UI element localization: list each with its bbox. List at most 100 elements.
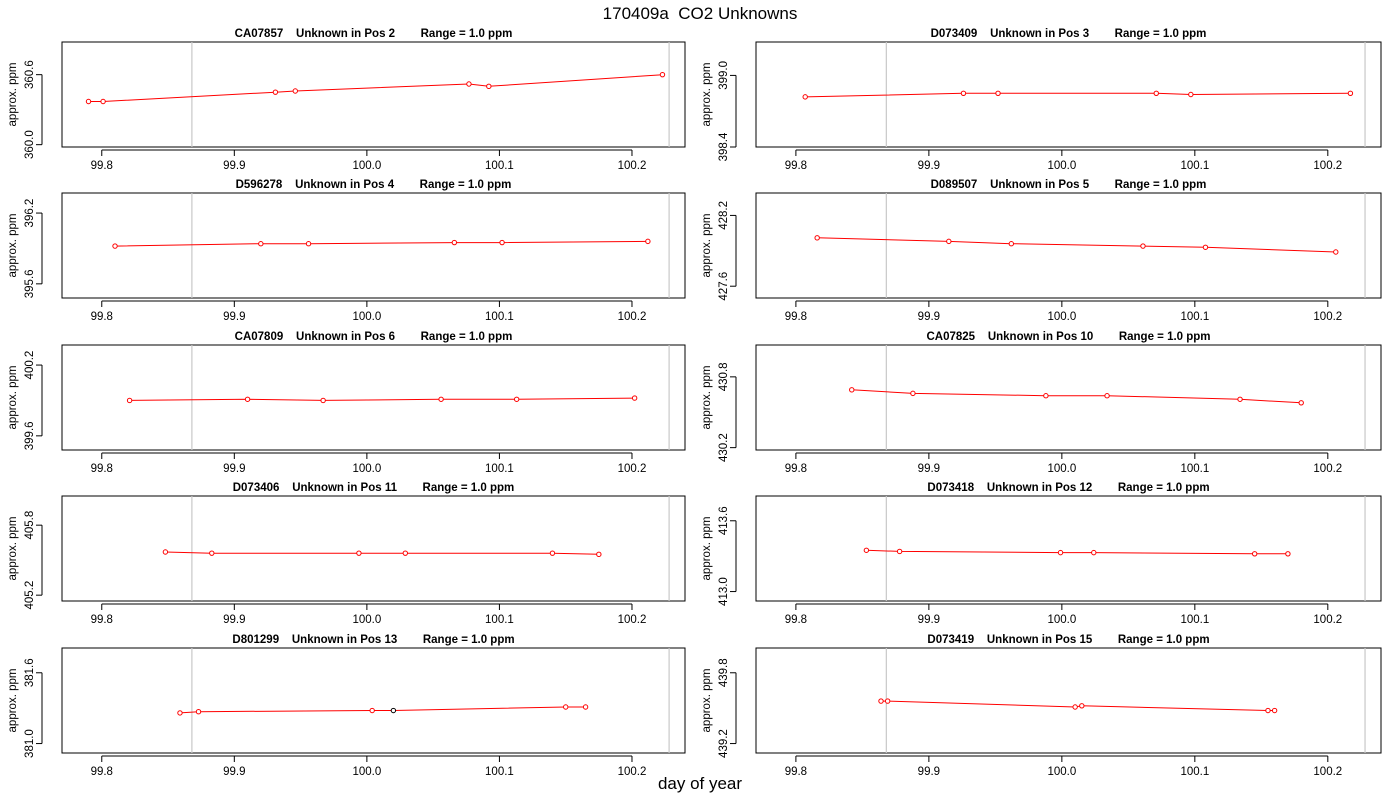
figure-title: 170409a CO2 Unknowns <box>602 4 798 23</box>
y-tick-label: 399.0 <box>718 61 730 90</box>
data-point <box>1285 551 1291 557</box>
data-point <box>549 550 556 556</box>
data-point <box>1298 400 1304 406</box>
x-tick-label: 100.0 <box>352 463 381 475</box>
data-point <box>863 547 870 553</box>
data-point <box>126 397 133 404</box>
x-tick-label: 100.2 <box>1313 160 1342 172</box>
panel-title: D073406 Unknown in Pos 11 Range = 1.0 pp… <box>233 482 515 494</box>
data-point <box>402 550 409 556</box>
panel-title: CA07857 Unknown in Pos 2 Range = 1.0 ppm <box>235 28 513 40</box>
series-line <box>88 74 663 102</box>
series-line <box>851 389 1302 404</box>
data-point <box>209 550 215 556</box>
x-tick-label: 100.1 <box>1180 766 1209 778</box>
data-point <box>356 550 362 556</box>
y-axis-label: approx. ppm <box>7 63 19 127</box>
data-point <box>814 235 820 241</box>
x-tick-label: 99.9 <box>918 614 940 626</box>
y-axis-label: approx. ppm <box>701 63 713 127</box>
x-tick-label: 100.2 <box>618 160 647 172</box>
plot-frame <box>61 192 686 299</box>
data-point <box>1008 241 1015 247</box>
x-tick-label: 100.2 <box>1313 311 1342 323</box>
y-axis-label: approx. ppm <box>7 366 19 430</box>
x-tick-label: 100.0 <box>1047 766 1076 778</box>
x-axis-label: day of year <box>657 774 743 793</box>
x-tick-label: 99.9 <box>223 463 245 475</box>
data-point <box>177 710 183 716</box>
data-point <box>596 551 602 558</box>
x-tick-label: 100.2 <box>1313 766 1342 778</box>
x-tick-label: 100.0 <box>1047 614 1076 626</box>
x-tick-label: 100.2 <box>618 614 647 626</box>
x-tick-label: 99.8 <box>785 766 807 778</box>
x-tick-label: 100.1 <box>485 160 514 172</box>
panel-title: D073418 Unknown in Pos 12 Range = 1.0 pp… <box>927 482 1209 494</box>
x-tick-label: 99.9 <box>918 463 940 475</box>
x-tick-label: 99.8 <box>91 614 113 626</box>
panel-10: D073419 Unknown in Pos 15 Range = 1.0 pp… <box>701 634 1382 778</box>
data-point <box>1072 704 1078 710</box>
x-tick-label: 100.0 <box>352 766 381 778</box>
y-axis-label: approx. ppm <box>7 214 19 278</box>
x-tick-label: 100.1 <box>485 614 514 626</box>
data-point <box>292 88 298 94</box>
panel-8: D073418 Unknown in Pos 12 Range = 1.0 pp… <box>701 482 1382 626</box>
x-tick-label: 99.9 <box>918 160 940 172</box>
x-tick-label: 100.1 <box>1180 614 1209 626</box>
series-line <box>179 706 586 714</box>
data-point <box>1057 549 1064 556</box>
x-tick-label: 100.1 <box>485 463 514 475</box>
data-point <box>1251 551 1258 557</box>
data-point <box>1043 393 1049 399</box>
data-point <box>659 71 666 78</box>
y-tick-label: 427.6 <box>718 272 730 301</box>
panel-title: D801299 Unknown in Pos 13 Range = 1.0 pp… <box>232 634 514 646</box>
x-tick-label: 100.1 <box>1180 160 1209 172</box>
y-axis-label: approx. ppm <box>701 517 713 581</box>
panel-5: CA07809 Unknown in Pos 6 Range = 1.0 ppm… <box>7 331 686 475</box>
plot-frame <box>61 495 686 602</box>
series-line <box>129 397 635 401</box>
data-point <box>896 548 903 555</box>
x-tick-label: 100.2 <box>618 311 647 323</box>
series-line <box>165 551 599 555</box>
data-point <box>1265 707 1271 714</box>
data-point <box>451 239 458 246</box>
y-tick-label: 381.6 <box>24 658 36 687</box>
x-tick-label: 99.8 <box>785 160 807 172</box>
data-point <box>878 698 884 704</box>
y-tick-label: 439.8 <box>718 658 730 687</box>
data-point <box>1104 393 1110 399</box>
x-tick-label: 100.0 <box>1047 463 1076 475</box>
panel-6: CA07825 Unknown in Pos 10 Range = 1.0 pp… <box>701 331 1382 475</box>
x-tick-label: 100.1 <box>1180 311 1209 323</box>
data-point <box>563 704 569 710</box>
y-tick-label: 413.6 <box>718 506 730 535</box>
panel-7: D073406 Unknown in Pos 11 Range = 1.0 pp… <box>7 482 686 626</box>
data-point <box>1140 243 1146 249</box>
data-point <box>1153 90 1159 97</box>
y-tick-label: 400.2 <box>24 351 36 380</box>
data-point <box>195 709 202 715</box>
panel-3: D596278 Unknown in Pos 4 Range = 1.0 ppm… <box>7 179 686 323</box>
y-tick-label: 395.6 <box>24 269 36 298</box>
data-point <box>1237 396 1243 402</box>
x-tick-label: 100.0 <box>352 614 381 626</box>
y-tick-label: 428.2 <box>718 201 730 230</box>
x-tick-label: 99.9 <box>223 311 245 323</box>
x-tick-label: 99.8 <box>91 160 113 172</box>
panel-title: D596278 Unknown in Pos 4 Range = 1.0 ppm <box>236 179 512 191</box>
data-point <box>802 94 808 100</box>
y-axis-label: approx. ppm <box>701 669 713 733</box>
y-tick-label: 360.0 <box>24 130 36 159</box>
data-point <box>1202 244 1209 250</box>
y-tick-label: 360.6 <box>24 60 36 89</box>
data-point <box>946 238 952 245</box>
y-tick-label: 439.2 <box>718 729 730 758</box>
plot-frame <box>755 41 1382 148</box>
plot-frame <box>61 647 686 754</box>
data-point <box>960 90 967 97</box>
data-point <box>369 707 375 714</box>
